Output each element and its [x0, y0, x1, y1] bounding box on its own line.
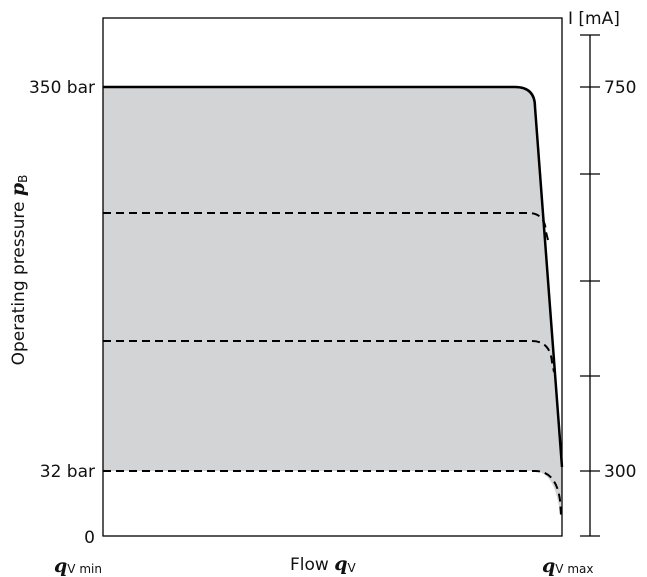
label-subscript: V max [555, 562, 593, 576]
dashed-curves [103, 212, 562, 516]
plot-frame [102, 17, 563, 537]
label-symbol: q [334, 553, 347, 575]
y-axis-label: Operating pressure pB [7, 175, 30, 366]
label-symbol: q [542, 555, 555, 577]
label-text: Operating pressure [9, 196, 29, 365]
label-symbol: q [54, 555, 67, 577]
operating-area [103, 87, 562, 515]
left-tick-label: 32 bar [40, 462, 95, 482]
label-symbol: p [7, 182, 29, 196]
curve-mid [103, 340, 555, 373]
right-tick-label: 750 [604, 78, 636, 98]
x-axis-label: Flow qV [290, 553, 357, 575]
label-subscript: V min [67, 562, 102, 576]
left-tick-label: 0 [84, 528, 95, 548]
right-axis [580, 34, 600, 537]
curve-low [103, 470, 562, 516]
label-subscript: B [16, 175, 30, 183]
right-axis-title: I [mA] [568, 9, 620, 29]
label-text: Flow [290, 555, 334, 575]
left-tick-label: 350 bar [29, 78, 95, 98]
x-min-label: qV min [54, 555, 102, 577]
x-max-label: qV max [542, 555, 593, 577]
right-tick-label: 300 [604, 462, 636, 482]
max-pressure-curve [103, 85, 564, 468]
label-subscript: V [348, 561, 357, 575]
